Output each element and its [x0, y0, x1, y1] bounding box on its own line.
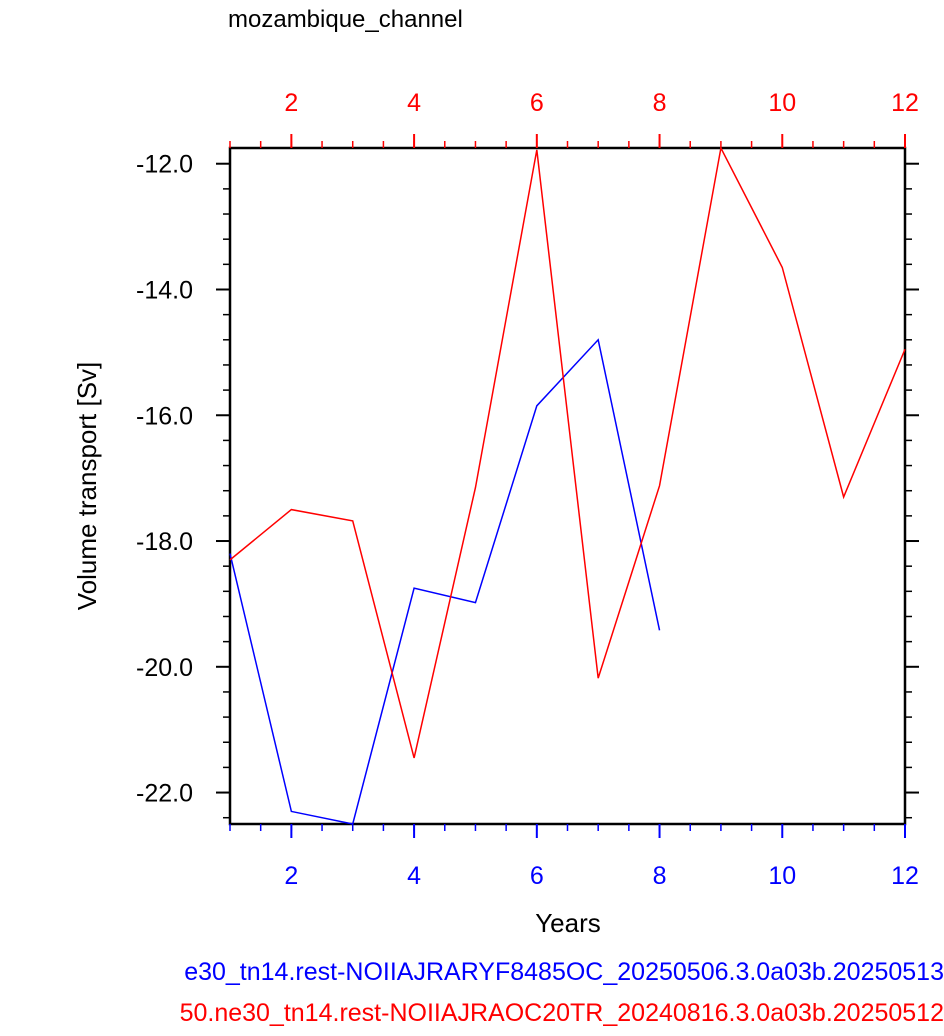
- y-tick-label: -18.0: [136, 528, 193, 556]
- legend-series-blue: e30_tn14.rest-NOIIAJRARYF8485OC_20250506…: [184, 958, 944, 986]
- x-bottom-tick-labels: 2 4 6 8 10 12: [284, 862, 918, 890]
- x-top-tick-label: 10: [768, 89, 796, 117]
- plot-area: [228, 146, 907, 826]
- x-bottom-tick-label: 8: [653, 862, 667, 890]
- x-bottom-tick-label: 4: [407, 862, 421, 890]
- y-tick-label: -22.0: [136, 780, 193, 808]
- minor-ticks: [223, 141, 912, 831]
- series-line-red: [229, 145, 906, 759]
- series-line-blue: [229, 338, 661, 825]
- y-axis-label: Volume transport [Sv]: [72, 362, 102, 611]
- x-top-tick-label: 4: [407, 89, 421, 117]
- x-axis-label: Years: [535, 908, 601, 938]
- plot-frame: [228, 146, 907, 826]
- y-tick-labels: -12.0 -14.0 -16.0 -18.0 -20.0 -22.0: [136, 151, 193, 808]
- x-bottom-tick-label: 10: [768, 862, 796, 890]
- y-tick-label: -16.0: [136, 402, 193, 430]
- major-ticks: [216, 134, 919, 838]
- series-lines: [229, 145, 906, 825]
- x-bottom-tick-label: 12: [891, 862, 919, 890]
- x-top-tick-label: 12: [891, 89, 919, 117]
- y-tick-label: -12.0: [136, 151, 193, 179]
- legend-series-red: 50.ne30_tn14.rest-NOIIAJRAOC20TR_2024081…: [180, 999, 944, 1027]
- x-bottom-tick-label: 2: [284, 862, 298, 890]
- x-top-tick-labels: 2 4 6 8 10 12: [284, 89, 918, 117]
- chart-title: mozambique_channel: [228, 6, 463, 33]
- x-top-tick-label: 6: [530, 89, 544, 117]
- x-top-tick-label: 8: [653, 89, 667, 117]
- x-top-tick-label: 2: [284, 89, 298, 117]
- y-tick-label: -20.0: [136, 654, 193, 682]
- y-tick-label: -14.0: [136, 276, 193, 304]
- x-bottom-tick-label: 6: [530, 862, 544, 890]
